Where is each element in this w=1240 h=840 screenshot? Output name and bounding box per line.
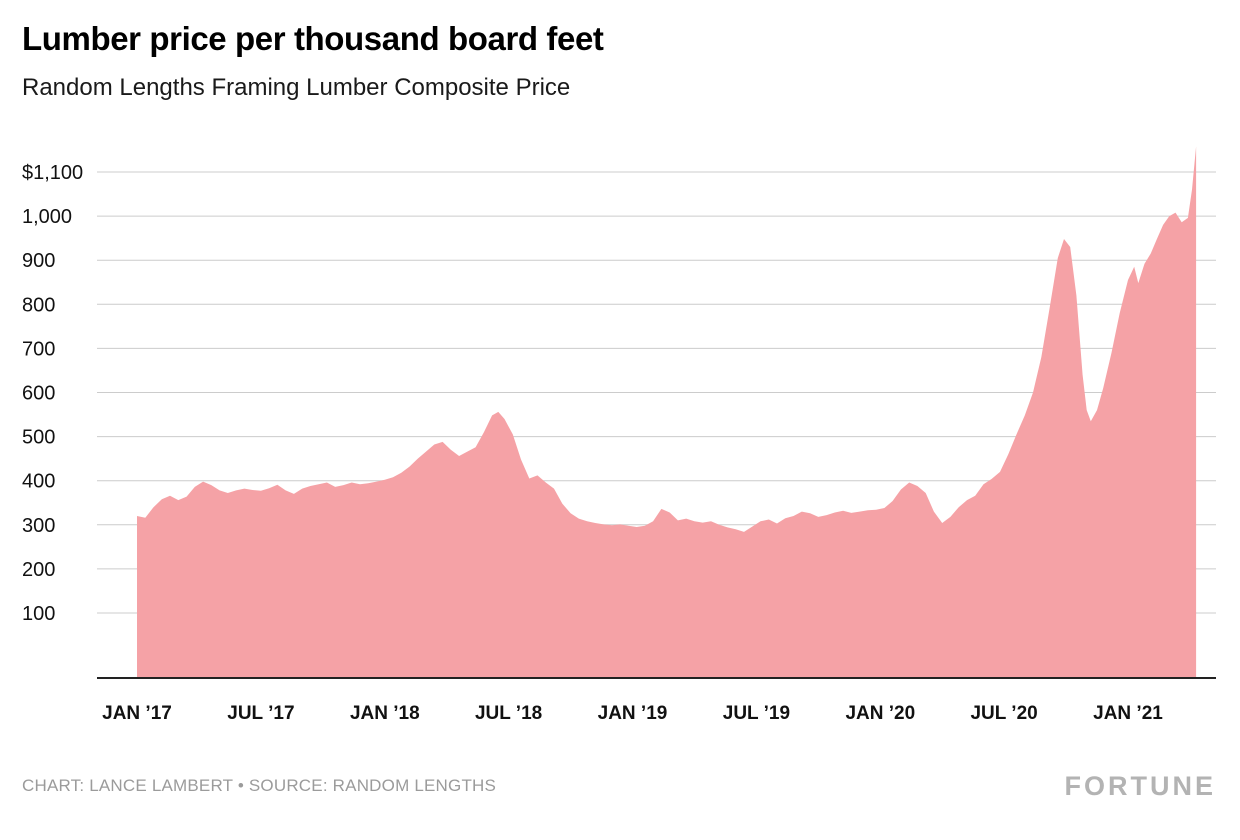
x-tick-label: JUL ’18: [475, 703, 542, 724]
y-tick-label: 1,000: [22, 206, 72, 228]
y-tick-label: 400: [22, 471, 55, 493]
chart-title: Lumber price per thousand board feet: [22, 20, 604, 57]
chart-footer: CHART: LANCE LAMBERT • SOURCE: RANDOM LE…: [22, 766, 1216, 806]
x-tick-label: JAN ’18: [350, 703, 420, 724]
x-tick-label: JAN ’19: [598, 703, 668, 724]
chart-subtitle: Random Lengths Framing Lumber Composite …: [22, 74, 571, 101]
x-tick-label: JAN ’20: [845, 703, 915, 724]
fortune-logo: FORTUNE: [1064, 770, 1216, 801]
x-tick-label: JAN ’17: [102, 703, 172, 724]
x-tick-label: JAN ’21: [1093, 703, 1163, 724]
y-tick-label: 900: [22, 250, 55, 272]
y-tick-label: 700: [22, 338, 55, 360]
y-tick-label: 200: [22, 559, 55, 581]
credit-line: CHART: LANCE LAMBERT • SOURCE: RANDOM LE…: [22, 776, 497, 795]
y-tick-label: 800: [22, 294, 55, 316]
x-tick-label: JUL ’17: [227, 703, 294, 724]
y-tick-label: 600: [22, 383, 55, 405]
y-tick-label: 100: [22, 603, 55, 625]
y-tick-label: $1,100: [22, 162, 83, 184]
area-series: [137, 146, 1197, 678]
y-tick-label: 500: [22, 427, 55, 449]
x-tick-label: JUL ’19: [723, 703, 790, 724]
y-tick-label: 300: [22, 515, 55, 537]
x-tick-label: JUL ’20: [970, 703, 1037, 724]
